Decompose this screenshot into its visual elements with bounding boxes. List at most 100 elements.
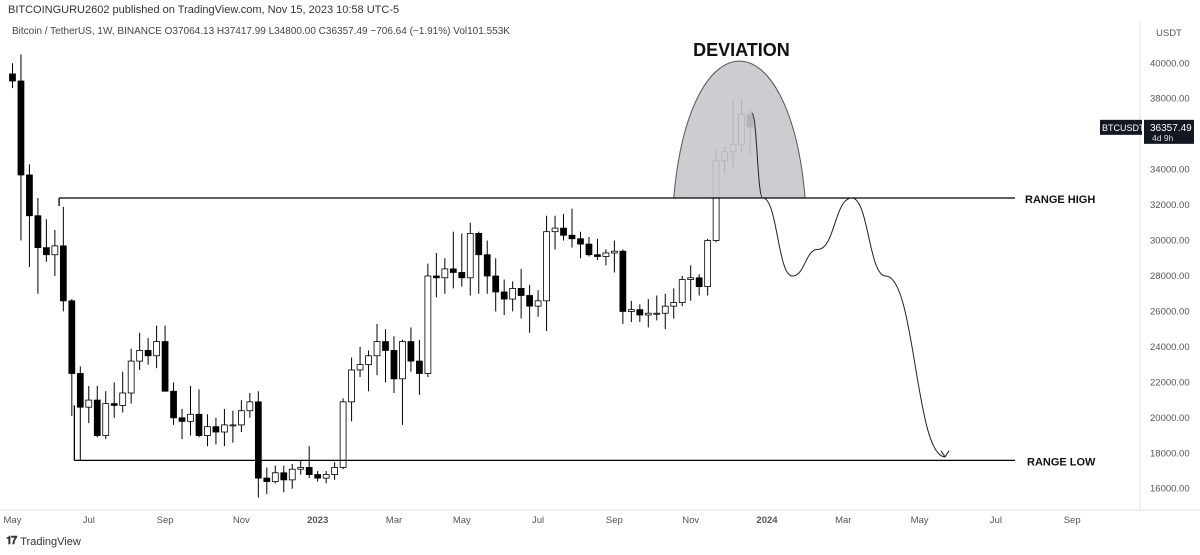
candle [424,263,432,378]
candle-body [51,245,59,256]
candle-body [153,341,160,357]
candle-body [602,252,610,257]
candle-body [432,275,440,279]
y-tick-label: 40000.00 [1150,58,1190,69]
candle [26,164,33,268]
candle-body [76,373,84,408]
candle [432,252,440,298]
candle-body [543,231,550,302]
candle [492,258,500,312]
candle [382,329,389,383]
candle-body [627,309,635,312]
y-tick-label: 28000.00 [1150,271,1190,282]
candle [170,382,177,425]
candle-body [212,426,220,433]
candle-body [178,417,186,422]
candle [254,391,262,498]
candle-body [68,300,76,374]
projection-arrowhead [940,450,950,458]
candle [136,332,144,370]
candle-body [170,390,177,419]
candle-body [127,360,135,394]
candle-body [322,474,330,479]
candle [602,249,610,266]
candle-body [704,240,712,288]
x-tick-label: Jul [990,515,1002,526]
candle-body [687,277,695,280]
candle-body [636,309,644,316]
candle-body [466,233,474,279]
x-tick-label: May [4,515,22,526]
deviation-dome [673,60,806,199]
candle-body [254,401,262,479]
candle-body [229,424,237,427]
y-tick-label: 32000.00 [1150,200,1190,211]
candle [458,233,466,287]
x-tick-label: May [453,515,471,526]
currency-label: USDT [1156,28,1182,39]
candle-body [221,424,228,433]
candle-body [356,364,364,371]
candle [76,366,84,461]
candle [305,446,313,479]
candle [110,382,118,418]
candle-body [59,245,67,302]
chart-annotations: DEVIATION RANGE HIGH RANGE LOW [58,40,1096,468]
candle [407,327,415,372]
candle [85,385,93,424]
projection-path [751,112,946,458]
candle-body [238,410,245,426]
y-tick-label: 34000.00 [1150,165,1190,176]
candle-body [534,300,542,307]
candle [390,336,398,393]
candle-body [246,401,254,412]
chart-frame [0,22,1200,511]
candle-body [9,73,16,82]
x-tick-label: Jul [83,515,95,526]
y-tick-label: 16000.00 [1150,484,1190,495]
candle-body [458,272,466,279]
candle [399,339,406,425]
candle [212,417,220,445]
candle [221,408,228,447]
x-tick-label: 2024 [756,515,778,526]
candle-body [492,275,500,293]
candle [449,231,457,289]
candle-body [560,227,567,236]
candle-body [331,467,338,475]
candle [348,357,355,422]
candle [441,258,449,294]
candle-body [26,174,33,217]
candle-body [373,341,381,357]
candle-body [475,233,483,256]
candle [704,238,712,296]
candle [373,323,381,376]
candle [93,385,101,438]
candle [9,63,16,89]
tradingview-branding: 𝟏𝟕 TradingView [6,535,81,548]
candle-body [695,277,703,288]
candle-body [424,275,432,374]
candle-body [204,426,211,436]
candle [263,467,271,495]
x-tick-label: Sep [606,515,623,526]
candle-body [551,227,559,233]
x-tick-label: Nov [233,515,250,526]
x-tick-label: Sep [1064,515,1081,526]
candle-body [441,268,449,279]
candle-body [416,360,423,374]
candle [59,206,67,312]
time-axis: May Jul Sep Nov 2023 Mar May Jul Sep Nov 2024 Mar Ma… [4,515,1081,526]
candle-body [500,291,508,300]
candle [695,274,703,296]
candle [246,393,254,418]
candle-body [619,250,627,312]
candle-body [263,477,271,483]
candle [678,276,686,307]
candle-body [297,467,305,470]
candle-body [136,350,144,362]
candle [568,208,576,248]
candle-body [195,413,203,436]
